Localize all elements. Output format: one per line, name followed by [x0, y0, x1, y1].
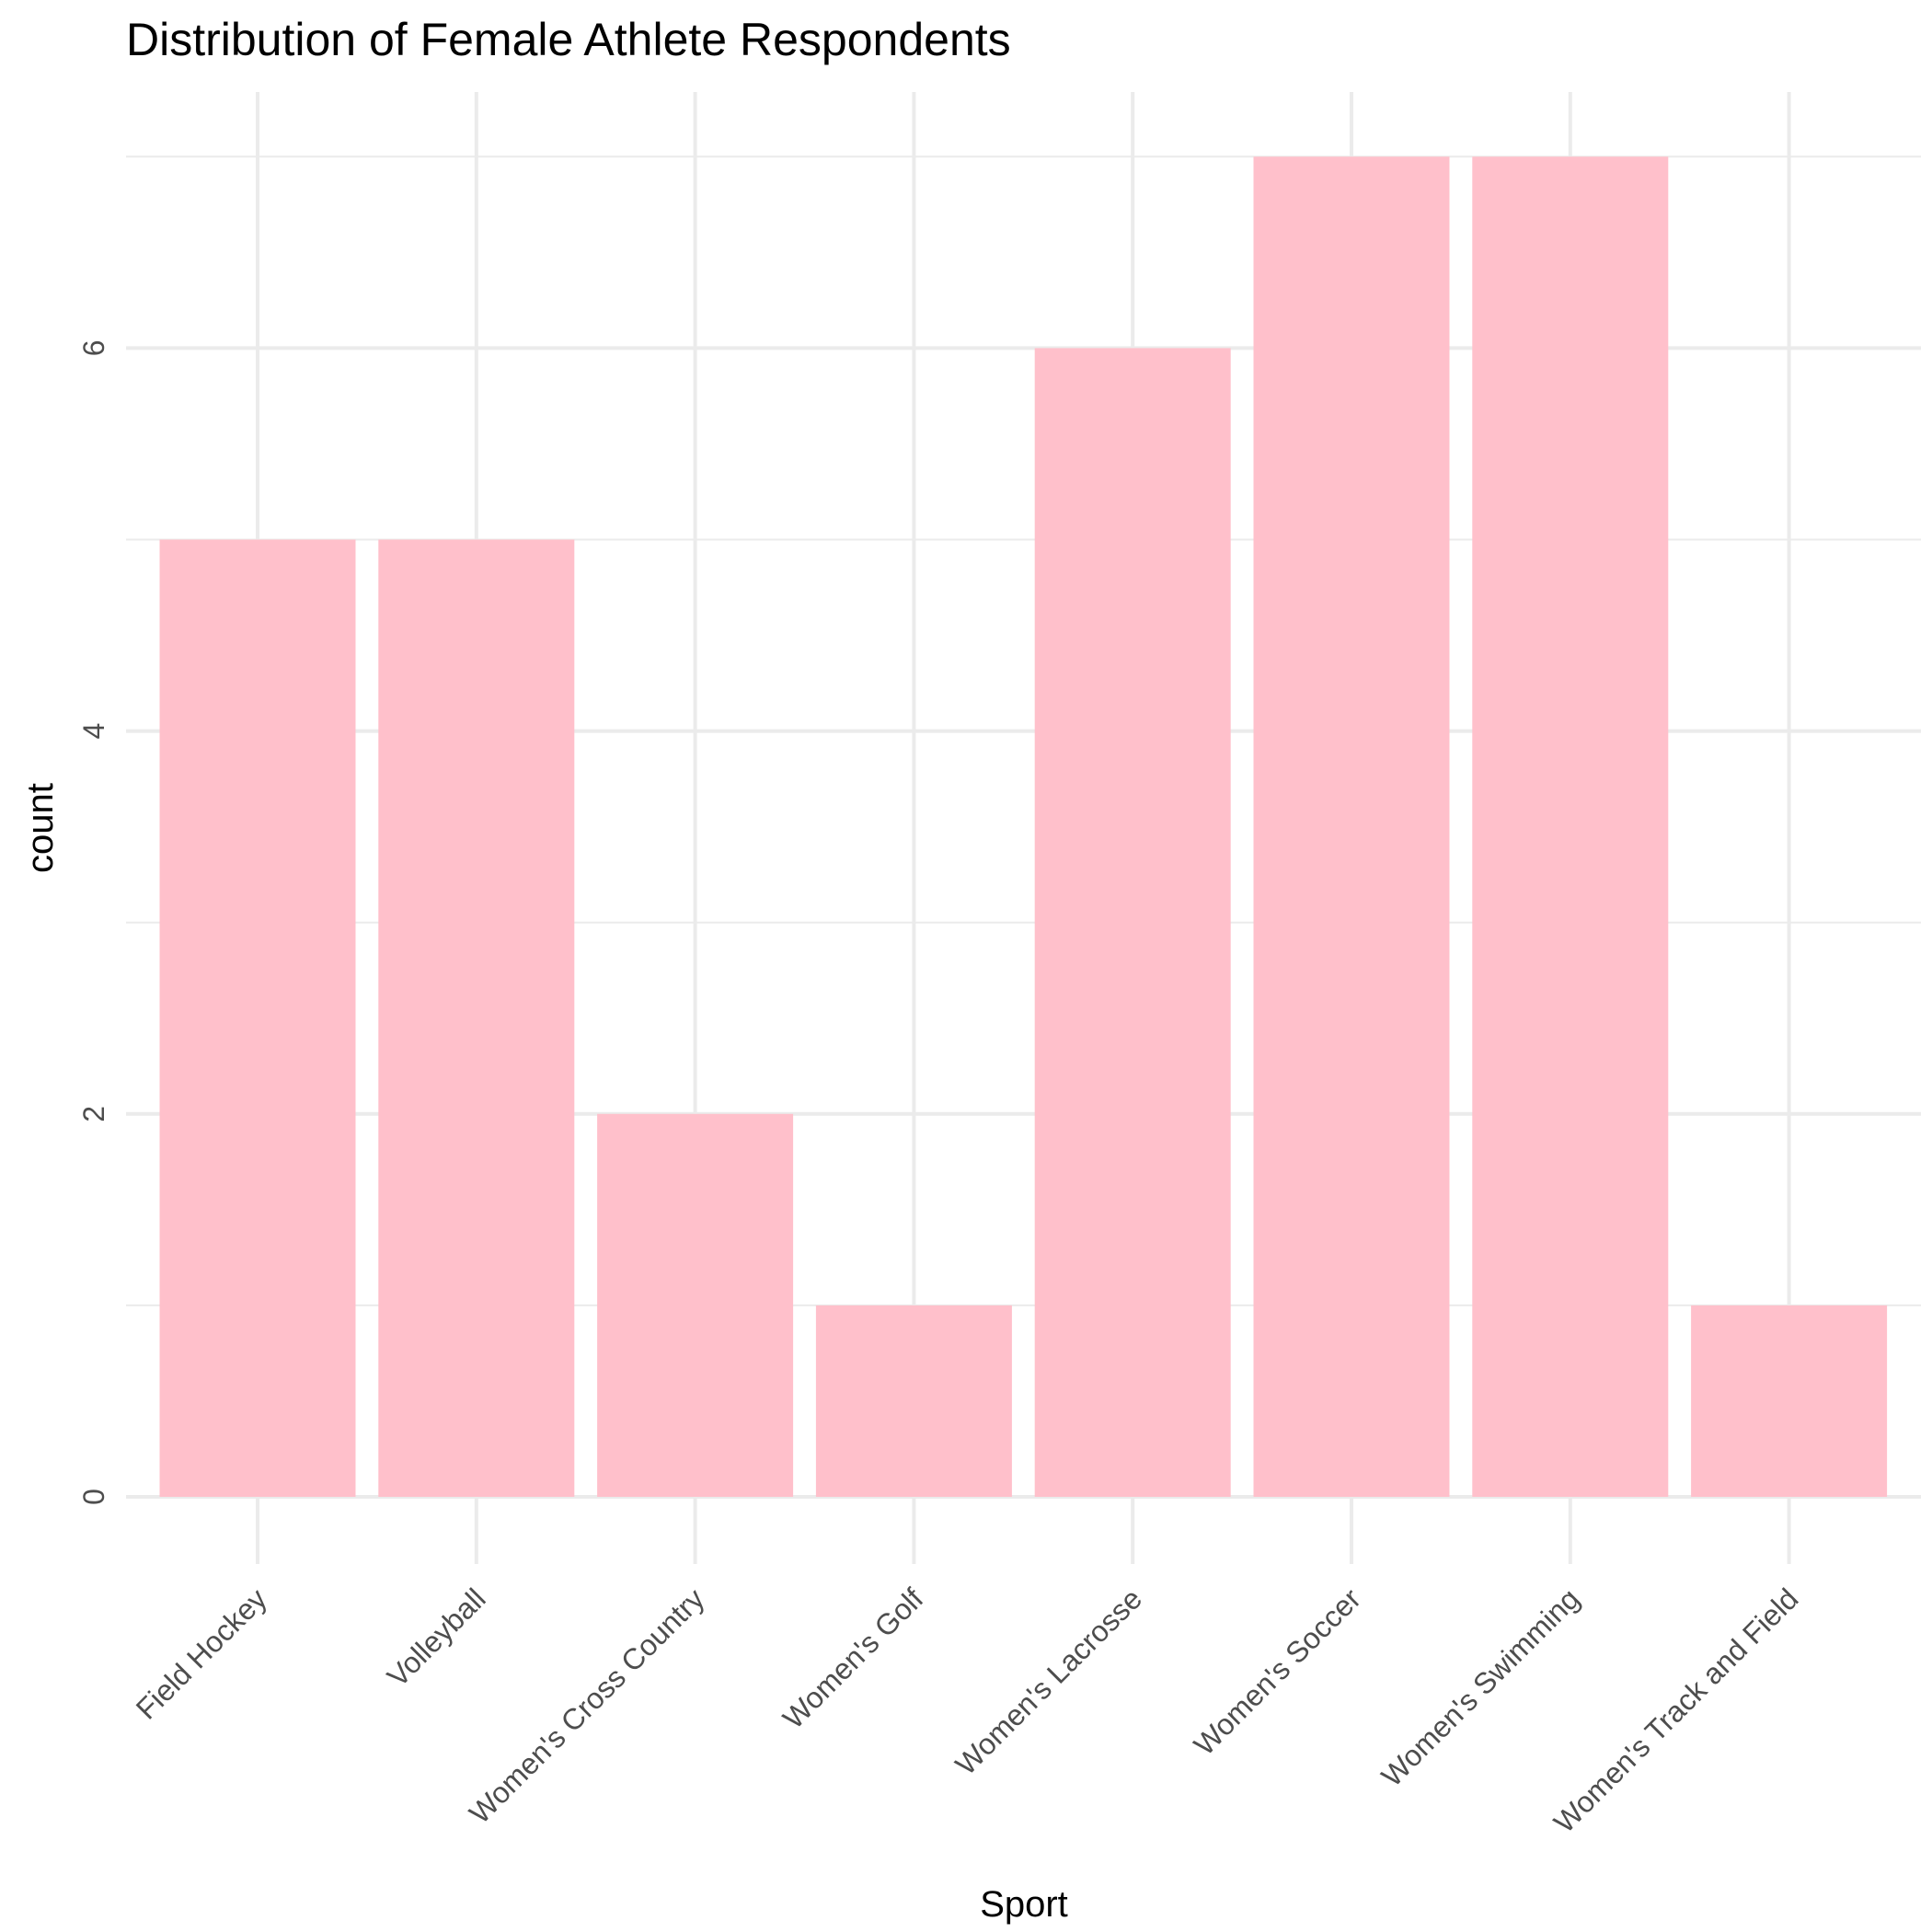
bars [159, 156, 1888, 1497]
bar [1034, 348, 1231, 1497]
bar [1691, 1305, 1888, 1497]
y-axis-title: count [20, 783, 61, 873]
bar [1253, 156, 1450, 1497]
bar [378, 539, 575, 1497]
bar [1472, 156, 1669, 1497]
chart-title: Distribution of Female Athlete Responden… [126, 14, 1011, 65]
y-tick-label: 4 [77, 723, 110, 740]
y-axis-ticks: 0 2 4 6 [77, 340, 110, 1505]
bar [597, 1113, 794, 1497]
y-tick-label: 6 [77, 340, 110, 357]
x-axis-title: Sport [980, 1884, 1068, 1925]
y-tick-label: 0 [77, 1489, 110, 1505]
bar [815, 1305, 1012, 1497]
y-tick-label: 2 [77, 1106, 110, 1122]
bar [159, 539, 356, 1497]
